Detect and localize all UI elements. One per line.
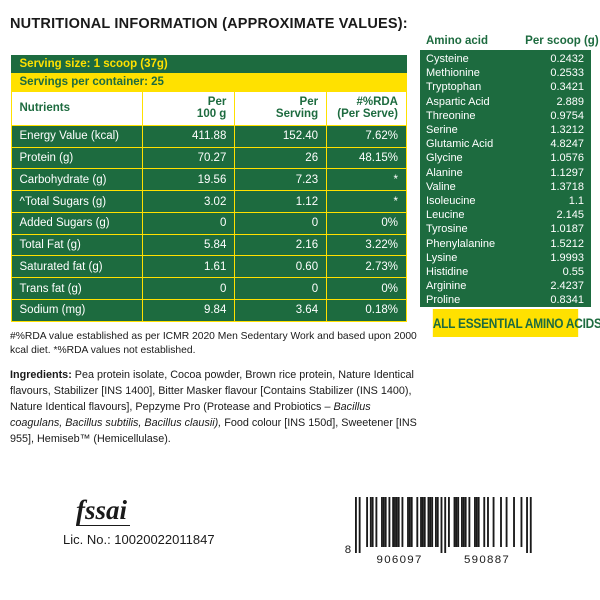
svg-text:590887: 590887 [464,554,510,565]
svg-text:8: 8 [345,544,351,556]
svg-text:906097: 906097 [377,554,423,565]
